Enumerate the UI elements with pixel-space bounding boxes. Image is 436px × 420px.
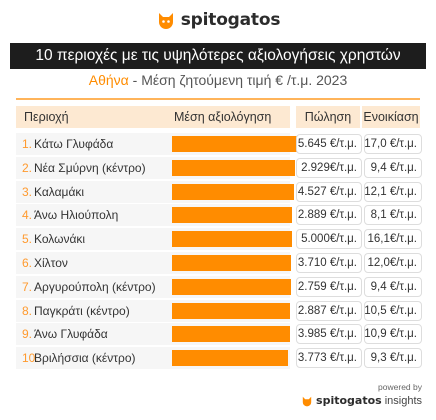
rating-bar (172, 136, 298, 152)
cat-logo-icon (158, 13, 173, 29)
chart-title: 10 περιοχές με τις υψηλότερες αξιολογήσε… (10, 43, 426, 69)
rating-bar (172, 326, 290, 343)
rent-price-cell: 16,1€/τ.μ. (364, 229, 422, 250)
table-row: 10. Βριλήσσια (κέντρο) 3.773 €/τ.μ. 9,3 €/τ… (16, 347, 422, 370)
powered-by-label: powered by (378, 382, 422, 392)
table-row: 1. Κάτω Γλυφάδα 5.645 €/τ.μ. 17,0 €/τ.μ. (16, 133, 422, 155)
rating-bar (172, 255, 292, 271)
sale-price-cell: 5.645 €/τ.μ. (296, 134, 362, 154)
rank-number: 9. (22, 327, 33, 342)
sale-price-cell: 3.710 €/τ.μ. (296, 253, 362, 273)
table-row: 4. Άνω Ηλιούπολη 2.889 €/τ.μ. 8,1 €/τ.μ. (16, 204, 422, 227)
chart-subtitle: Αθήνα - Μέση ζητούμενη τιμή € /τ.μ. 2023 (0, 72, 436, 92)
area-name: Κάτω Γλυφάδα (34, 137, 114, 151)
area-name: Άνω Ηλιούπολη (34, 208, 119, 223)
area-cell: 8. Παγκράτι (κέντρο) (16, 299, 290, 322)
rating-bar (172, 278, 292, 295)
area-cell: 3. Καλαμάκι (16, 180, 294, 203)
table-row: 7. Αργυρούπολη (κέντρο) 2.759 €/τ.μ. 9,4 €/… (16, 275, 422, 298)
rent-price-cell: 9,4 €/τ.μ. (364, 157, 422, 178)
rent-price-cell: 9,4 €/τ.μ. (364, 276, 422, 297)
sale-price-cell: 2.929€/τ.μ. (296, 157, 362, 178)
sale-price-cell: 4.527 €/τ.μ. (296, 181, 362, 202)
sale-price-cell: 5.000€/τ.μ. (296, 229, 362, 250)
header-left: Περιοχή Μέση αξιολόγηση (16, 106, 290, 128)
table-row: 9. Άνω Γλυφάδα 3.985 €/τ.μ. 10,9 €/τ.μ. (16, 323, 422, 346)
area-name: Παγκράτι (κέντρο) (34, 303, 130, 318)
area-cell: 9. Άνω Γλυφάδα (16, 323, 290, 346)
rent-price-cell: 8,1 €/τ.μ. (364, 205, 422, 226)
rank-number: 6. (22, 256, 33, 270)
sale-price-cell: 3.985 €/τ.μ. (296, 324, 362, 345)
table-row: 5. Κολωνάκι 5.000€/τ.μ. 16,1€/τ.μ. (16, 228, 422, 251)
area-name: Άνω Γλυφάδα (34, 327, 108, 342)
cat-logo-icon (302, 396, 312, 406)
table-row: 2. Νέα Σμύρνη (κέντρο) 2.929€/τ.μ. 9,4 €/τ.… (16, 156, 422, 179)
powered-by-brand: spitogatos insights (301, 394, 422, 407)
rank-number: 1. (22, 137, 33, 151)
brand-logo: spitogatos (0, 6, 436, 34)
rank-number: 8. (22, 303, 33, 318)
powered-brand-suffix: insights (384, 394, 422, 407)
rank-number: 7. (22, 279, 33, 294)
area-name: Νέα Σμύρνη (κέντρο) (34, 160, 146, 175)
area-name: Καλαμάκι (34, 184, 85, 199)
sale-price-cell: 3.773 €/τ.μ. (296, 348, 362, 369)
rank-number: 3. (22, 184, 33, 199)
rating-bar (172, 183, 294, 200)
area-name: Αργυρούπολη (κέντρο) (34, 279, 156, 294)
sale-price-cell: 2.759 €/τ.μ. (296, 276, 362, 297)
rent-price-cell: 10,5 €/τ.μ. (364, 300, 422, 321)
rating-bar (172, 159, 295, 176)
header-sale: Πώληση (296, 106, 360, 128)
rating-bar (172, 350, 289, 367)
sale-price-cell: 2.887 €/τ.μ. (296, 300, 362, 321)
rent-price-cell: 17,0 €/τ.μ. (364, 134, 422, 154)
rank-number: 5. (22, 232, 33, 247)
area-cell: 7. Αργυρούπολη (κέντρο) (16, 275, 292, 298)
brand-name: spitogatos (180, 10, 281, 30)
rank-number: 2. (22, 160, 33, 175)
table-row: 3. Καλαμάκι 4.527 €/τ.μ. 12,1 €/τ.μ. (16, 180, 422, 203)
rating-bar (172, 231, 293, 248)
area-cell: 6. Χίλτον (16, 252, 292, 274)
rent-price-cell: 12,0€/τ.μ. (364, 253, 422, 273)
area-cell: 4. Άνω Ηλιούπολη (16, 204, 293, 227)
table-row: 6. Χίλτον 3.710 €/τ.μ. 12,0€/τ.μ. (16, 252, 422, 274)
table-row: 8. Παγκράτι (κέντρο) 2.887 €/τ.μ. 10,5 €/τ.… (16, 299, 422, 322)
rating-bar (172, 207, 293, 224)
powered-brand-name: spitogatos (316, 394, 382, 407)
sale-price-cell: 2.889 €/τ.μ. (296, 205, 362, 226)
subtitle-city: Αθήνα (88, 72, 129, 88)
rent-price-cell: 10,9 €/τ.μ. (364, 324, 422, 345)
area-name: Χίλτον (34, 256, 68, 270)
area-cell: 5. Κολωνάκι (16, 228, 293, 251)
rating-bar (172, 302, 290, 319)
header-area: Περιοχή (24, 110, 69, 124)
area-cell: 2. Νέα Σμύρνη (κέντρο) (16, 156, 295, 179)
rent-price-cell: 12,1 €/τ.μ. (364, 181, 422, 202)
header-rent: Ενοικίαση (362, 106, 420, 128)
area-cell: 1. Κάτω Γλυφάδα (16, 133, 298, 155)
rank-number: 4. (22, 208, 33, 223)
title-divider (16, 98, 420, 100)
area-cell: 10. Βριλήσσια (κέντρο) (16, 347, 290, 370)
rent-price-cell: 9,3 €/τ.μ. (364, 348, 422, 369)
rank-number: 10. (22, 351, 39, 366)
area-name: Βριλήσσια (κέντρο) (34, 351, 136, 366)
header-average-rating: Μέση αξιολόγηση (174, 110, 272, 124)
subtitle-text: - Μέση ζητούμενη τιμή € /τ.μ. 2023 (128, 72, 348, 88)
area-name: Κολωνάκι (34, 232, 86, 247)
